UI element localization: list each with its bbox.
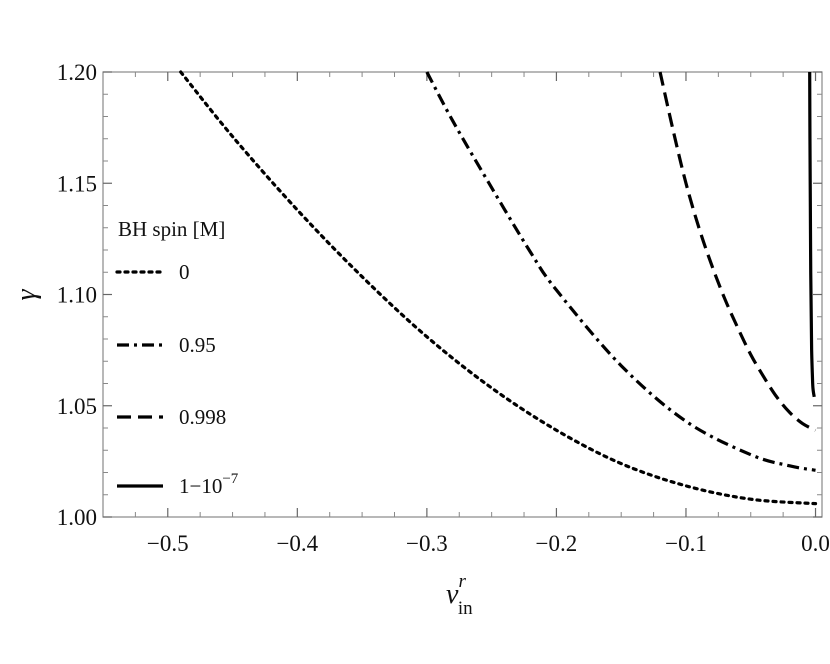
x-tick-label: −0.2 xyxy=(536,531,578,556)
axes: −0.5 −0.4 −0.3 −0.2 −0.1 0.0 1.00 1.05 1.10 1.15 1… xyxy=(57,60,830,556)
legend-label-2: 0.998 xyxy=(179,405,226,429)
y-tick-label: 1.05 xyxy=(57,394,97,419)
series-line-3 xyxy=(808,71,816,398)
y-axis-label: γ xyxy=(11,289,42,301)
legend-label-text: 1−10 xyxy=(179,474,222,498)
legend-label-text: 0.998 xyxy=(179,405,226,429)
y-tick-label: 1.15 xyxy=(57,171,97,196)
legend-label-1: 0.95 xyxy=(179,333,216,357)
x-axis-label-sub: in xyxy=(458,598,473,619)
series-line-1 xyxy=(425,71,816,472)
x-axis-label-sup: r xyxy=(458,571,466,592)
x-axis-label-main: v xyxy=(446,579,459,610)
x-tick-label: −0.1 xyxy=(665,531,707,556)
y-tick-label: 1.20 xyxy=(57,60,97,85)
legend-label-0: 0 xyxy=(179,260,190,284)
legend-label-sup: −7 xyxy=(222,471,238,487)
series-line-2 xyxy=(658,71,817,432)
legend-label-text: 0.95 xyxy=(179,333,216,357)
curves xyxy=(179,70,818,506)
x-axis-label: vr in xyxy=(446,571,473,619)
y-tick-label: 1.10 xyxy=(57,283,97,308)
y-tick-label: 1.00 xyxy=(57,505,97,530)
x-tick-label: −0.3 xyxy=(406,531,448,556)
legend: BH spin [M] 0 0.95 0.998 1−10−7 xyxy=(115,217,239,498)
legend-label-3: 1−10−7 xyxy=(179,471,239,498)
x-tick-label: 0.0 xyxy=(801,531,830,556)
legend-title: BH spin [M] xyxy=(118,217,225,241)
x-tick-label: −0.5 xyxy=(147,531,189,556)
series-line-0 xyxy=(179,70,818,506)
axis-labels: vr in γ xyxy=(11,289,473,619)
x-tick-label: −0.4 xyxy=(276,531,318,556)
legend-label-text: 0 xyxy=(179,260,190,284)
